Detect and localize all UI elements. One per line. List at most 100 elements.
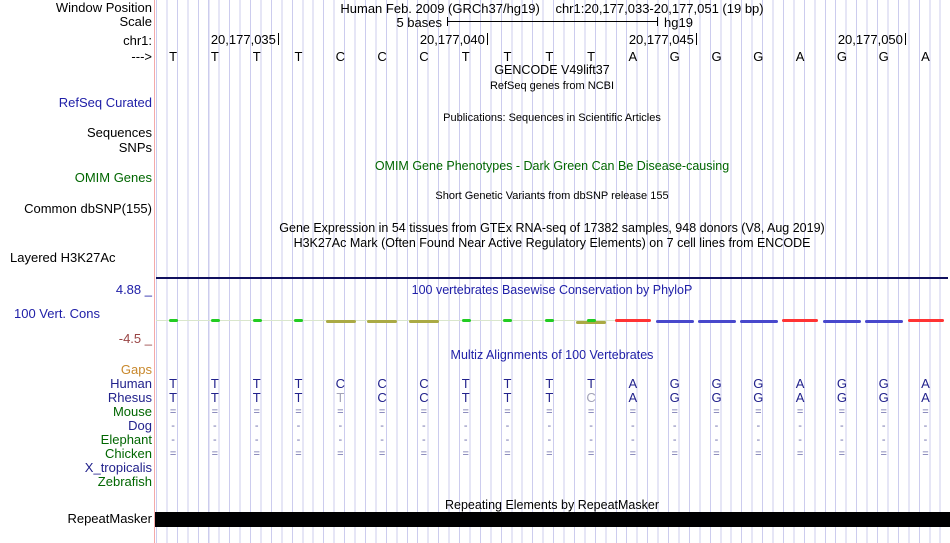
alignment-cell: - bbox=[422, 434, 426, 446]
alignment-cell: - bbox=[505, 434, 510, 446]
alignment-cell: G bbox=[753, 376, 764, 391]
sequence-base: A bbox=[628, 49, 638, 64]
alignment-cell: = bbox=[671, 406, 678, 418]
species-label-mouse[interactable]: Mouse bbox=[112, 404, 152, 419]
alignment-cell: = bbox=[295, 448, 302, 460]
sequence-base: T bbox=[210, 49, 219, 64]
alignment-cell: = bbox=[337, 406, 344, 418]
scale-bar bbox=[447, 17, 658, 26]
alignment-cell: G bbox=[711, 390, 722, 405]
alignment-cell: - bbox=[380, 420, 384, 432]
alignment-cell: T bbox=[294, 376, 303, 391]
assembly-title: Human Feb. 2009 (GRCh37/hg19) bbox=[340, 1, 540, 16]
alignment-cell: A bbox=[628, 390, 638, 405]
alignment-cell: = bbox=[462, 448, 469, 460]
alignment-cell: = bbox=[253, 448, 260, 460]
track-title-h3k27ac[interactable]: H3K27Ac Mark (Often Found Near Active Re… bbox=[293, 236, 811, 250]
alignment-cell: T bbox=[169, 390, 178, 405]
sequence-base: A bbox=[795, 49, 805, 64]
conservation-mark bbox=[409, 320, 440, 323]
alignment-cell: - bbox=[631, 420, 635, 432]
track-subtitle-refseq[interactable]: RefSeq genes from NCBI bbox=[489, 80, 615, 92]
scale-bases-label: 5 bases bbox=[396, 15, 442, 30]
track-label-snps[interactable]: SNPs bbox=[118, 140, 152, 155]
alignment-cell: T bbox=[336, 390, 345, 405]
alignment-cell: - bbox=[338, 434, 343, 446]
alignment-cell: = bbox=[838, 448, 846, 460]
track-title-conservation[interactable]: 100 vertebrates Basewise Conservation by… bbox=[411, 283, 693, 297]
species-label-elephant[interactable]: Elephant bbox=[100, 432, 152, 447]
alignment-cell: = bbox=[587, 406, 595, 418]
alignment-cell: T bbox=[461, 376, 470, 391]
alignment-cell: - bbox=[463, 434, 468, 446]
track-label-sequences[interactable]: Sequences bbox=[86, 125, 152, 140]
ruler-tick-mark bbox=[695, 33, 697, 45]
track-title-gencode[interactable]: GENCODE V49lift37 bbox=[494, 63, 610, 77]
conservation-mark bbox=[615, 319, 652, 322]
alignment-cell: - bbox=[714, 420, 719, 432]
alignment-cell: = bbox=[378, 406, 386, 418]
species-label-x_tropicalis[interactable]: X_tropicalis bbox=[84, 460, 152, 475]
alignment-cell: = bbox=[504, 448, 511, 460]
position-range: chr1:20,177,033-20,177,051 (19 bp) bbox=[555, 1, 764, 16]
alignment-cell: = bbox=[169, 406, 177, 418]
alignment-cell: = bbox=[420, 448, 428, 460]
track-title-gtex[interactable]: Gene Expression in 54 tissues from GTEx … bbox=[279, 221, 825, 235]
alignment-cell: = bbox=[796, 406, 804, 418]
track-label-omim-genes[interactable]: OMIM Genes bbox=[74, 170, 152, 185]
species-label-zebrafish[interactable]: Zebrafish bbox=[97, 474, 152, 489]
species-label-chicken[interactable]: Chicken bbox=[105, 446, 152, 461]
conservation-mark bbox=[656, 320, 694, 323]
conservation-mark bbox=[576, 321, 607, 324]
alignment-cell: - bbox=[213, 434, 217, 446]
track-title-omim[interactable]: OMIM Gene Phenotypes - Dark Green Can Be… bbox=[374, 159, 730, 173]
track-title-multiz[interactable]: Multiz Alignments of 100 Vertebrates bbox=[450, 348, 654, 362]
repeat-element-bar[interactable] bbox=[155, 512, 950, 527]
ruler-tick-label: 20,177,035 bbox=[210, 32, 276, 47]
alignment-cell: G bbox=[669, 390, 680, 405]
alignment-cell: G bbox=[711, 376, 722, 391]
conservation-mark bbox=[823, 320, 862, 323]
alignment-cell: - bbox=[589, 434, 593, 446]
alignment-cell: = bbox=[838, 406, 846, 418]
conservation-mark bbox=[545, 319, 555, 322]
conservation-mark bbox=[461, 319, 471, 322]
species-label-human[interactable]: Human bbox=[110, 376, 152, 391]
alignment-cell: = bbox=[922, 406, 929, 418]
alignment-cell: A bbox=[921, 376, 930, 391]
chrom-label: chr1: bbox=[123, 33, 152, 48]
species-label-gaps[interactable]: Gaps bbox=[120, 362, 152, 377]
sequence-base: T bbox=[587, 49, 596, 64]
track-title-publications[interactable]: Publications: Sequences in Scientific Ar… bbox=[443, 112, 661, 124]
alignment-cell: A bbox=[921, 390, 930, 405]
sequence-base: C bbox=[377, 49, 387, 64]
conservation-mark bbox=[210, 319, 220, 322]
alignment-cell: = bbox=[629, 406, 637, 418]
alignment-cell: = bbox=[504, 406, 511, 418]
track-label-refseq-curated[interactable]: RefSeq Curated bbox=[58, 95, 152, 110]
alignment-cell: G bbox=[753, 390, 764, 405]
alignment-cell: = bbox=[211, 406, 219, 418]
track-label-repeatmasker[interactable]: RepeatMasker bbox=[67, 511, 152, 526]
alignment-cell: = bbox=[295, 406, 302, 418]
alignment-cell: = bbox=[337, 448, 344, 460]
track-title-dbsnp[interactable]: Short Genetic Variants from dbSNP releas… bbox=[435, 190, 669, 202]
track-label-layered-h3k27ac[interactable]: Layered H3K27Ac bbox=[10, 250, 116, 265]
sequence-base: C bbox=[335, 49, 345, 64]
track-label-common-dbsnp[interactable]: Common dbSNP(155) bbox=[24, 201, 152, 216]
sequence-base: T bbox=[252, 49, 261, 64]
track-label-100-vert-cons[interactable]: 100 Vert. Cons bbox=[14, 306, 100, 321]
species-label-dog[interactable]: Dog bbox=[128, 418, 152, 433]
track-title-repeatmasker[interactable]: Repeating Elements by RepeatMasker bbox=[444, 498, 659, 512]
alignment-cell: - bbox=[631, 434, 635, 446]
alignment-cell: T bbox=[210, 376, 219, 391]
alignment-cell: - bbox=[672, 420, 677, 432]
conservation-mark bbox=[782, 319, 819, 322]
sequence-base: T bbox=[461, 49, 470, 64]
alignment-cell: - bbox=[756, 434, 761, 446]
conservation-scale-max: 4.88 _ bbox=[115, 282, 152, 297]
alignment-cell: = bbox=[755, 448, 762, 460]
alignment-cell: T bbox=[545, 390, 554, 405]
alignment-cell: - bbox=[213, 420, 217, 432]
species-label-rhesus[interactable]: Rhesus bbox=[107, 390, 152, 405]
